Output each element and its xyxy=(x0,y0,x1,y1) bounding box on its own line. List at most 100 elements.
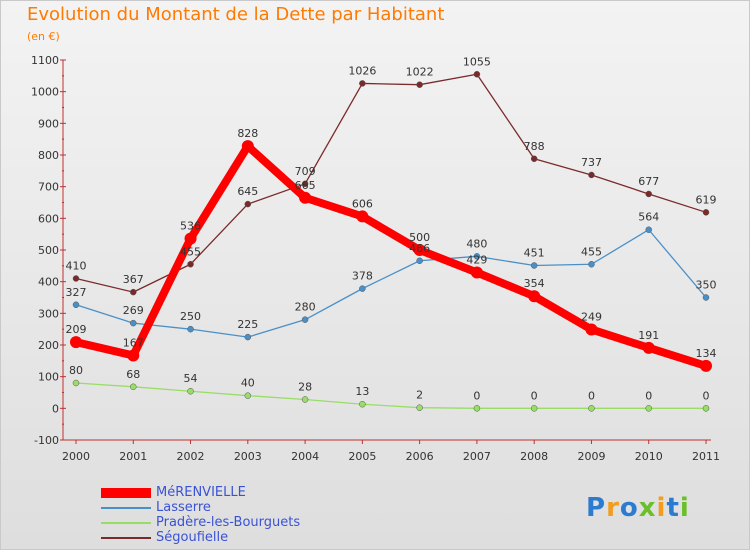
data-point xyxy=(301,180,309,188)
data-point xyxy=(72,379,80,387)
data-point xyxy=(244,392,252,399)
legend-label: MéRENVIELLE xyxy=(156,485,246,500)
data-label: 455 xyxy=(180,245,201,258)
data-label: 249 xyxy=(581,310,602,323)
y-tick-label: 300 xyxy=(38,307,59,320)
data-label: 1026 xyxy=(348,64,376,77)
series-line xyxy=(75,229,707,338)
data-point xyxy=(473,253,481,260)
data-label: 0 xyxy=(703,389,710,402)
data-label: 645 xyxy=(237,185,258,198)
data-label: 677 xyxy=(638,175,659,188)
data-label: 167 xyxy=(123,336,144,349)
data-point xyxy=(72,301,80,309)
x-tick-label: 2006 xyxy=(406,450,434,463)
data-label: 225 xyxy=(237,318,258,331)
y-tick-label: 0 xyxy=(52,402,59,415)
data-point xyxy=(645,190,652,198)
data-point xyxy=(642,341,655,354)
data-point xyxy=(645,405,652,412)
legend-label: Ségoufielle xyxy=(156,530,229,545)
x-tick-label: 2001 xyxy=(119,450,147,463)
x-tick-label: 2004 xyxy=(291,450,319,463)
data-point xyxy=(130,319,137,327)
legend-swatch xyxy=(101,522,151,524)
x-tick-label: 2000 xyxy=(62,450,90,463)
data-point xyxy=(299,191,312,204)
legend-label: Lasserre xyxy=(156,500,211,515)
data-point xyxy=(702,209,710,216)
data-point xyxy=(702,294,710,301)
data-point xyxy=(700,359,712,372)
data-point xyxy=(588,171,595,179)
data-point xyxy=(72,275,80,282)
data-label: 269 xyxy=(123,304,144,317)
chart-subtitle: (en €) xyxy=(27,30,60,43)
data-label: 250 xyxy=(180,310,201,323)
data-point xyxy=(244,200,252,208)
data-label: 28 xyxy=(298,380,312,393)
data-point xyxy=(130,383,137,391)
data-point xyxy=(645,226,652,233)
data-label: 536 xyxy=(180,220,201,233)
y-tick-label: 900 xyxy=(38,117,59,130)
legend-swatch xyxy=(101,537,151,539)
data-point xyxy=(359,285,366,292)
data-point xyxy=(187,261,194,268)
data-label: 0 xyxy=(531,389,538,402)
data-point xyxy=(416,81,423,88)
data-label: 429 xyxy=(466,253,487,266)
series-line xyxy=(75,382,707,409)
data-point xyxy=(588,405,595,412)
data-label: 500 xyxy=(409,231,430,244)
data-point xyxy=(127,349,140,362)
logo-letter: r xyxy=(606,493,620,523)
data-label: 480 xyxy=(466,237,487,250)
logo-letter: t xyxy=(666,493,680,523)
y-tick-label: 200 xyxy=(38,339,59,352)
data-point xyxy=(530,405,538,412)
x-tick-label: 2010 xyxy=(635,450,663,463)
data-point xyxy=(473,71,481,78)
data-point xyxy=(413,244,426,256)
x-tick-label: 2011 xyxy=(692,450,720,463)
y-tick-label: 600 xyxy=(38,212,59,225)
y-tick-label: 400 xyxy=(38,276,59,289)
series-line xyxy=(75,73,707,293)
data-point xyxy=(184,232,197,245)
logo-letter: x xyxy=(638,493,657,523)
y-tick-label: 1000 xyxy=(31,86,59,99)
data-point xyxy=(187,387,194,395)
data-label: 410 xyxy=(66,260,87,273)
data-label: 191 xyxy=(638,329,659,342)
data-point xyxy=(130,288,137,296)
x-tick-label: 2007 xyxy=(463,450,491,463)
data-label: 828 xyxy=(237,127,258,140)
data-label: 209 xyxy=(66,323,87,336)
data-label: 451 xyxy=(524,247,545,260)
data-point xyxy=(528,290,541,303)
data-label: 665 xyxy=(295,179,316,192)
y-tick-label: 800 xyxy=(38,149,59,162)
data-label: 354 xyxy=(524,277,545,290)
y-tick-label: -100 xyxy=(34,434,59,447)
data-label: 619 xyxy=(696,193,717,206)
data-point xyxy=(473,405,481,412)
data-label: 80 xyxy=(69,364,83,377)
data-point xyxy=(301,316,309,323)
proxiti-logo: Proxiti xyxy=(586,493,690,523)
x-tick-label: 2005 xyxy=(348,450,376,463)
data-label: 564 xyxy=(638,211,659,224)
x-tick-label: 2003 xyxy=(234,450,262,463)
y-tick-label: 100 xyxy=(38,371,59,384)
data-label: 378 xyxy=(352,270,373,283)
y-tick-label: 700 xyxy=(38,181,59,194)
data-label: 0 xyxy=(473,389,480,402)
data-point xyxy=(359,80,366,87)
data-point xyxy=(356,210,369,223)
x-tick-label: 2008 xyxy=(520,450,548,463)
data-point xyxy=(530,262,538,269)
data-label: 606 xyxy=(352,197,373,210)
x-tick-label: 2009 xyxy=(577,450,605,463)
